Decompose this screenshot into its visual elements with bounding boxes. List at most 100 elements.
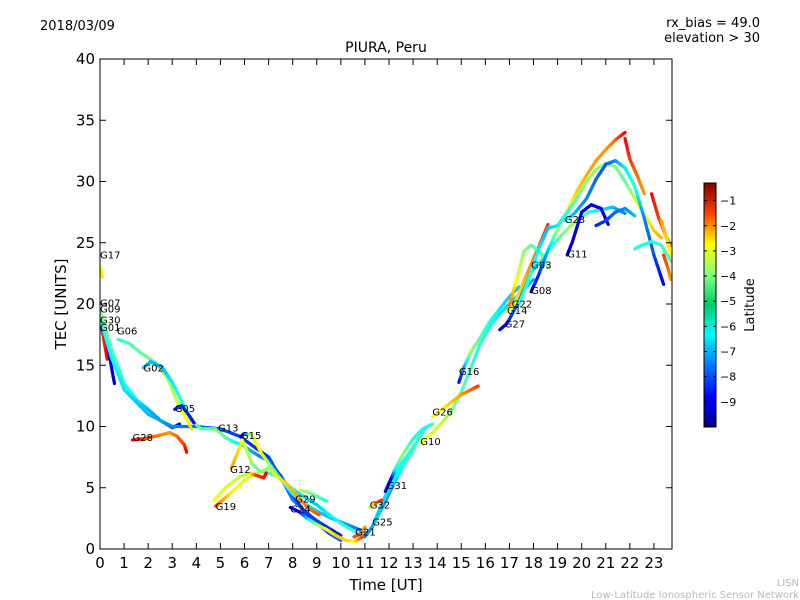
elevation-label: elevation > 30 xyxy=(664,31,760,46)
series-segment xyxy=(176,422,182,427)
series-g31 xyxy=(383,422,434,493)
y-tick-label: 35 xyxy=(76,111,95,129)
colorbar-tick-label: −4 xyxy=(720,270,736,283)
series-segment xyxy=(104,354,109,361)
series-late-a xyxy=(633,239,672,263)
prn-label: G22 xyxy=(512,300,532,311)
series-segment xyxy=(189,425,194,431)
series-segment xyxy=(362,525,367,530)
series-late-d xyxy=(659,219,672,257)
prn-label: G03 xyxy=(531,261,551,272)
x-axis: 0 1 2 3 4 5 6 7 8 9 10 11 12 13 14 15 16 17 18 19 20 21 22 23 xyxy=(95,59,663,572)
y-tick-label: 0 xyxy=(85,540,95,558)
series-g13 xyxy=(214,428,343,543)
prn-label: G17 xyxy=(100,251,120,262)
series-g26 xyxy=(430,384,480,419)
x-tick-label: 21 xyxy=(596,554,615,572)
series-g25 xyxy=(363,427,427,539)
prn-label: G10 xyxy=(420,437,440,448)
x-tick-label: 9 xyxy=(312,554,322,572)
chart-title: PIURA, Peru xyxy=(345,40,427,56)
series-g12 xyxy=(229,438,362,536)
x-tick-label: 1 xyxy=(119,554,129,572)
series-segment xyxy=(337,532,343,538)
prn-label: G21 xyxy=(355,528,375,539)
y-tick-label: 40 xyxy=(76,50,95,68)
series-segment xyxy=(641,189,646,196)
y-tick-label: 20 xyxy=(76,295,95,313)
series-segment xyxy=(515,285,521,291)
series-g15 xyxy=(239,432,367,534)
date-label: 2018/03/09 xyxy=(40,19,115,34)
series-g29 xyxy=(298,488,328,503)
colorbar-tick-label: −7 xyxy=(720,346,736,359)
series-g17 xyxy=(100,265,105,279)
series-segment xyxy=(605,220,610,226)
prn-label: G05 xyxy=(175,404,195,415)
prn-label: G09 xyxy=(100,305,120,316)
series-g23b xyxy=(594,206,637,228)
prn-label: G24 xyxy=(290,504,310,515)
prn-label: G12 xyxy=(230,465,250,476)
prn-label: G15 xyxy=(241,431,261,442)
series-g32 xyxy=(368,498,384,509)
prn-label: G19 xyxy=(216,502,236,513)
series-segment xyxy=(660,277,666,286)
series-segment xyxy=(111,375,117,386)
footer-org-short: LISN xyxy=(777,578,799,589)
prn-label: G07 xyxy=(100,298,120,309)
prn-label: G30 xyxy=(100,316,120,327)
series-segment xyxy=(191,420,196,425)
x-tick-label: 15 xyxy=(452,554,471,572)
series-segment xyxy=(475,384,480,389)
x-tick-label: 2 xyxy=(143,554,153,572)
series-g23 xyxy=(563,159,666,286)
x-tick-label: 0 xyxy=(95,554,105,572)
x-tick-label: 22 xyxy=(620,554,639,572)
series-segment xyxy=(529,277,536,284)
colorbar-tick-label: −8 xyxy=(720,371,736,384)
prn-label: G02 xyxy=(143,363,163,374)
x-tick-label: 8 xyxy=(288,554,298,572)
x-tick-label: 13 xyxy=(404,554,423,572)
series-g21 xyxy=(352,525,367,539)
series-segment xyxy=(667,256,672,263)
prn-label: G27 xyxy=(505,319,525,330)
prn-label: G06 xyxy=(117,327,137,338)
series-segment xyxy=(429,422,434,427)
prn-label: G11 xyxy=(567,249,587,260)
x-axis-label: Time [UT] xyxy=(348,576,422,594)
prn-label: G31 xyxy=(387,481,407,492)
series-segment xyxy=(621,210,627,215)
prn-label: G26 xyxy=(432,408,452,419)
colorbar-tick-label: −6 xyxy=(720,320,736,333)
x-tick-label: 11 xyxy=(355,554,374,572)
series-late-e xyxy=(661,253,672,282)
x-tick-label: 16 xyxy=(476,554,495,572)
plot-frame xyxy=(99,58,673,550)
colorbar-tick-label: −2 xyxy=(720,220,736,233)
x-tick-label: 23 xyxy=(644,554,663,572)
y-tick-label: 15 xyxy=(76,356,95,374)
x-tick-label: 10 xyxy=(331,554,350,572)
colorbar-tick-label: −5 xyxy=(720,295,736,308)
series-segment xyxy=(545,263,550,269)
x-tick-label: 7 xyxy=(264,554,274,572)
x-tick-label: 4 xyxy=(192,554,202,572)
x-tick-label: 6 xyxy=(240,554,250,572)
y-tick-label: 10 xyxy=(76,418,95,436)
y-tick-label: 25 xyxy=(76,234,95,252)
series-g19b xyxy=(212,471,268,502)
colorbar-tick-label: −3 xyxy=(720,245,736,258)
prn-label: G16 xyxy=(459,367,479,378)
colorbar xyxy=(703,182,717,428)
y-axis-label: TEC [UNITS] xyxy=(52,259,70,351)
x-tick-label: 18 xyxy=(524,554,543,572)
prn-label: G25 xyxy=(372,518,392,529)
x-tick-label: 19 xyxy=(548,554,567,572)
series-g08 xyxy=(529,130,627,294)
series-segment xyxy=(668,250,672,257)
x-tick-label: 14 xyxy=(428,554,447,572)
